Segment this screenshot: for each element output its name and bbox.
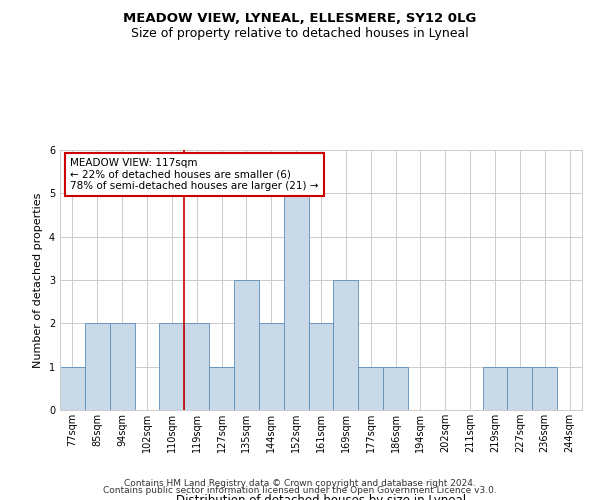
Bar — [110, 324, 134, 410]
Bar — [160, 324, 184, 410]
Y-axis label: Number of detached properties: Number of detached properties — [34, 192, 43, 368]
Text: Contains HM Land Registry data © Crown copyright and database right 2024.: Contains HM Land Registry data © Crown c… — [124, 478, 476, 488]
Bar — [184, 324, 209, 410]
Text: MEADOW VIEW: 117sqm
← 22% of detached houses are smaller (6)
78% of semi-detache: MEADOW VIEW: 117sqm ← 22% of detached ho… — [70, 158, 319, 191]
Text: Contains public sector information licensed under the Open Government Licence v3: Contains public sector information licen… — [103, 486, 497, 495]
Bar — [532, 366, 557, 410]
Bar — [358, 366, 383, 410]
Text: MEADOW VIEW, LYNEAL, ELLESMERE, SY12 0LG: MEADOW VIEW, LYNEAL, ELLESMERE, SY12 0LG — [124, 12, 476, 26]
Bar — [60, 366, 85, 410]
Bar — [308, 324, 334, 410]
Bar — [482, 366, 508, 410]
Bar — [508, 366, 532, 410]
X-axis label: Distribution of detached houses by size in Lyneal: Distribution of detached houses by size … — [176, 494, 466, 500]
Bar — [209, 366, 234, 410]
Text: Size of property relative to detached houses in Lyneal: Size of property relative to detached ho… — [131, 28, 469, 40]
Bar — [259, 324, 284, 410]
Bar — [383, 366, 408, 410]
Bar — [334, 280, 358, 410]
Bar — [85, 324, 110, 410]
Bar — [234, 280, 259, 410]
Bar — [284, 194, 308, 410]
